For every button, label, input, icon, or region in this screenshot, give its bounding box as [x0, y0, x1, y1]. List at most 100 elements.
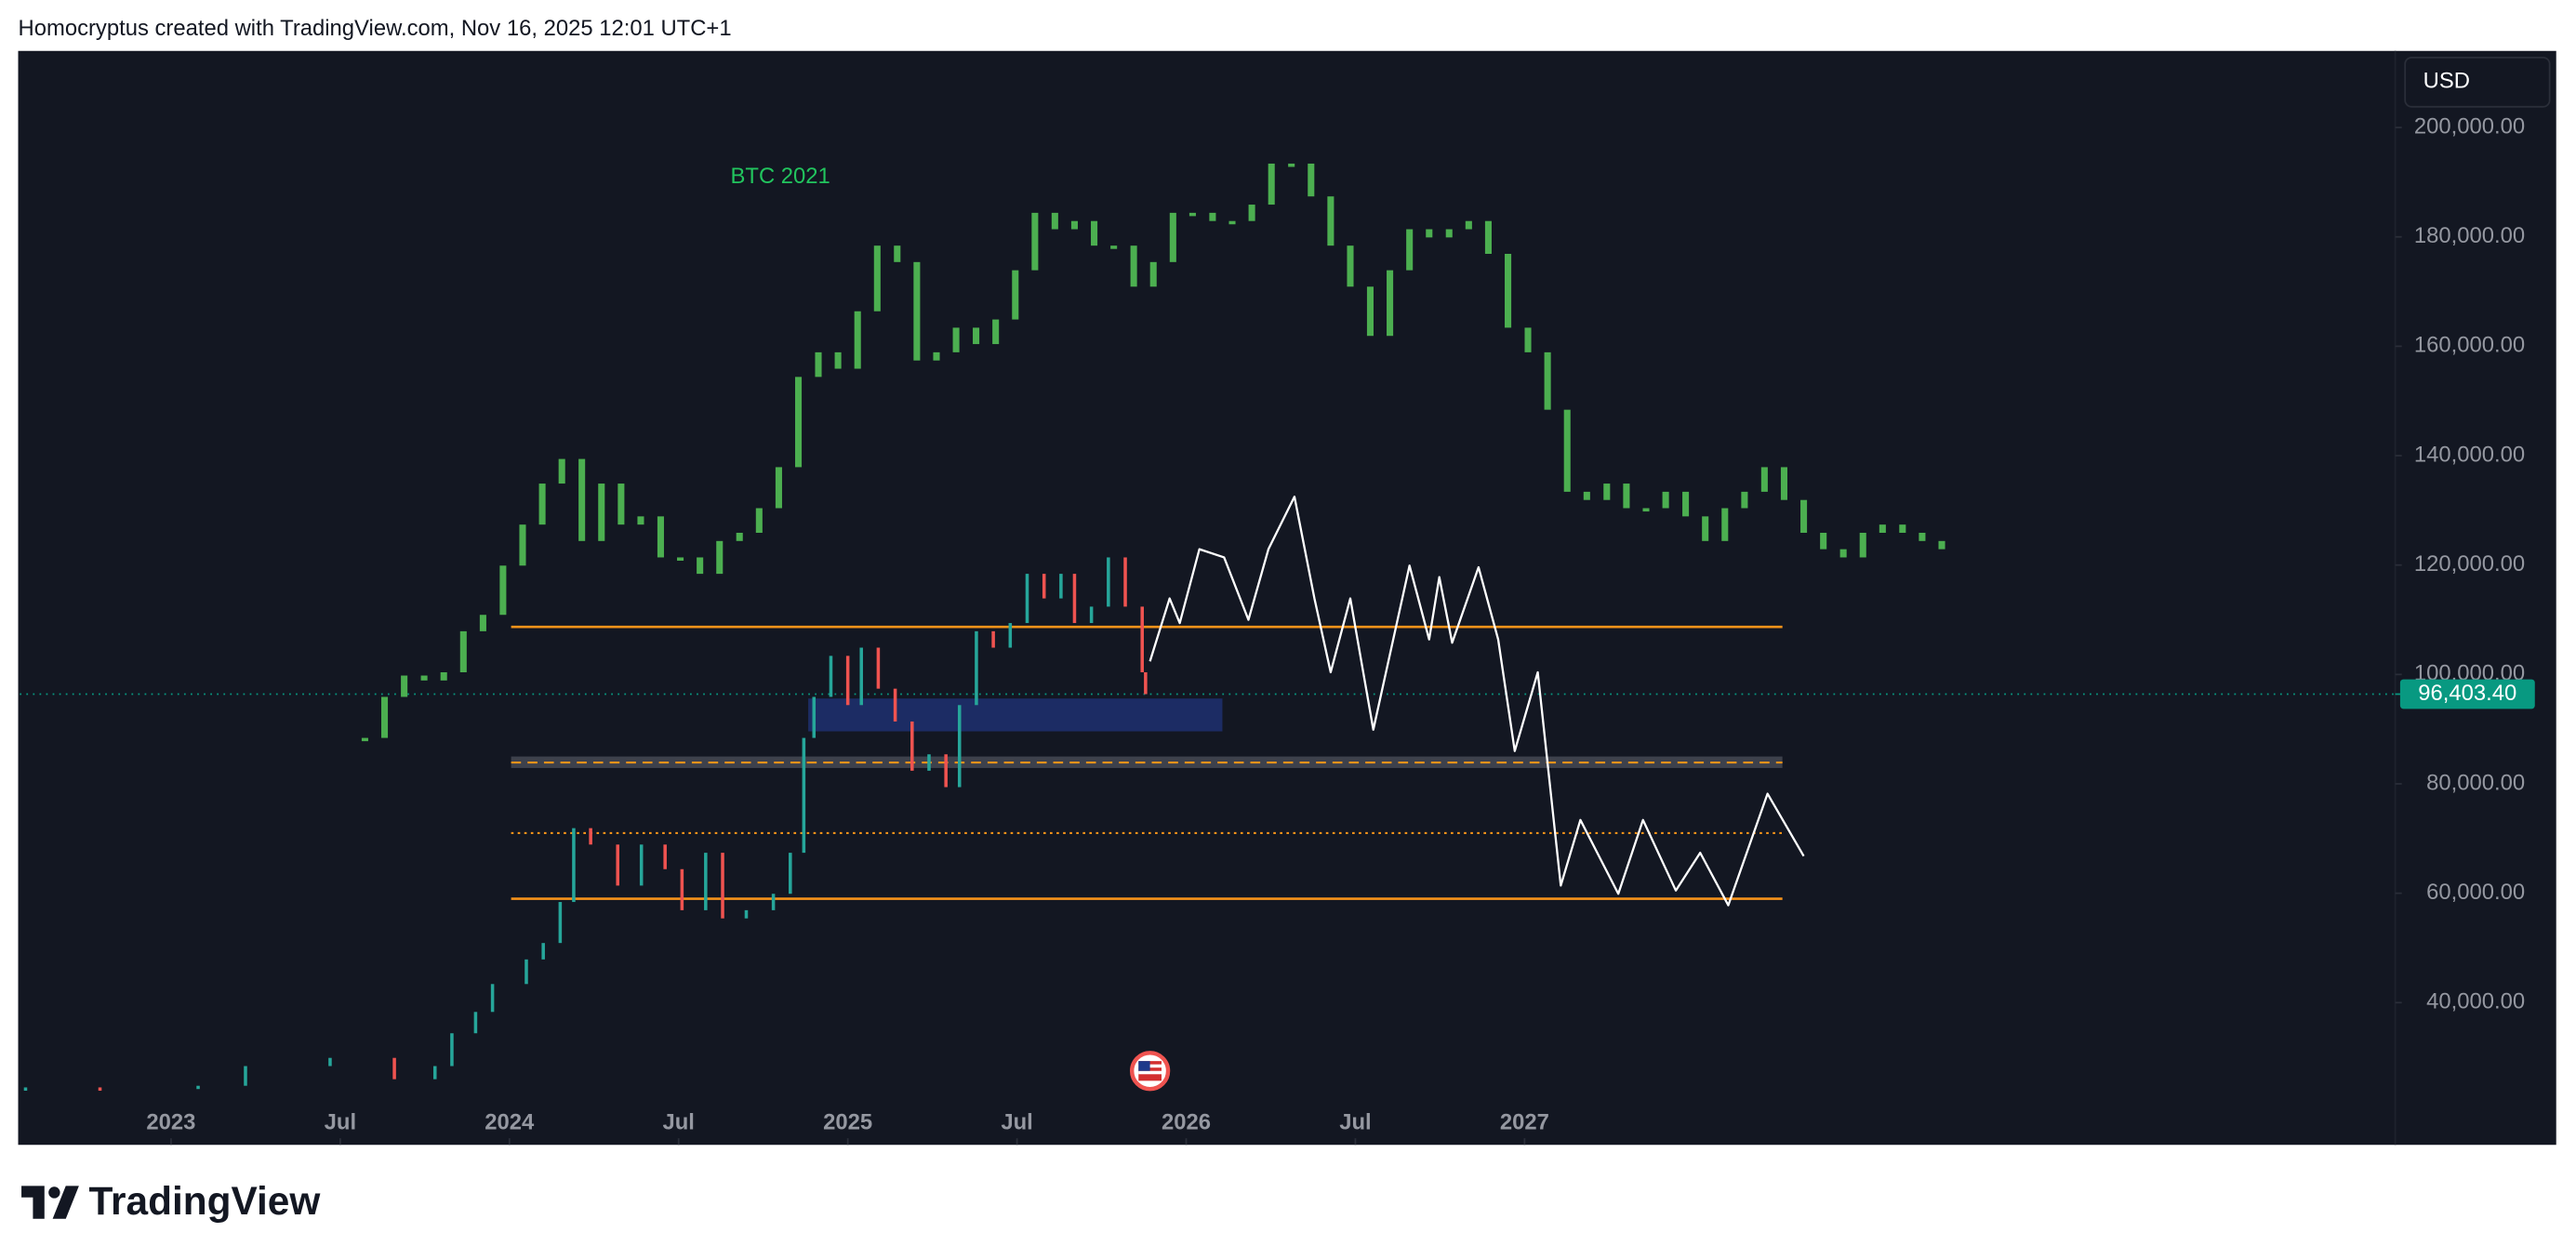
bar [933, 351, 940, 361]
bar [1741, 491, 1748, 509]
projection-line [1149, 496, 1805, 907]
bar [944, 754, 948, 788]
bar [697, 557, 704, 575]
bar [1820, 532, 1827, 550]
bar [639, 844, 644, 886]
bar [1524, 327, 1532, 352]
bar [1406, 229, 1414, 271]
bar [578, 458, 586, 541]
bar [1248, 205, 1255, 221]
x-tick-label: Jul [1001, 1110, 1032, 1135]
bar [755, 508, 763, 533]
x-tick-label: 2025 [823, 1110, 872, 1135]
bar [637, 516, 644, 525]
bar [854, 311, 861, 369]
bar [815, 351, 822, 378]
bar [1780, 467, 1787, 500]
bar [1800, 499, 1808, 533]
bar [663, 844, 667, 869]
bar [440, 671, 447, 681]
bar [392, 1057, 396, 1080]
bar [519, 524, 526, 566]
bar [973, 327, 980, 345]
x-tick-label: 2023 [146, 1110, 195, 1135]
y-tick-label: 80,000.00 [2426, 770, 2525, 795]
bar [1110, 245, 1118, 249]
plot-area [20, 163, 2396, 1091]
bar [1623, 484, 1630, 509]
bar [616, 844, 619, 886]
bar [680, 868, 684, 910]
bar [98, 1087, 102, 1091]
bar [789, 853, 792, 895]
bar [1140, 606, 1144, 672]
bar [490, 984, 495, 1013]
bar [1188, 212, 1196, 217]
bar [1025, 574, 1029, 624]
bar [1505, 253, 1512, 328]
bar [1130, 245, 1137, 287]
currency-button[interactable] [2404, 56, 2551, 108]
bar [1228, 220, 1236, 225]
bar [479, 615, 486, 631]
bar [1144, 671, 1148, 695]
bar [1702, 516, 1709, 541]
bar [23, 1087, 28, 1091]
header-text: Homocryptus created with TradingView.com… [19, 16, 732, 41]
bar [380, 696, 389, 738]
bar [1366, 286, 1374, 337]
bar [1008, 623, 1013, 648]
last-price-label: 96,403.40 [2418, 681, 2516, 706]
x-tick-label: 2024 [485, 1110, 535, 1135]
y-tick-label: 200,000.00 [2414, 113, 2525, 139]
bar [1583, 491, 1590, 500]
bar [361, 737, 368, 742]
bar [812, 696, 817, 738]
bar [957, 705, 962, 788]
x-tick-label: 2027 [1500, 1110, 1549, 1135]
bar [1879, 524, 1886, 533]
bar [1760, 467, 1768, 492]
bar [1426, 229, 1433, 238]
y-tick-label: 160,000.00 [2414, 333, 2525, 358]
bar [450, 1033, 454, 1067]
bar [992, 319, 1000, 345]
bar [721, 853, 724, 919]
bar [876, 647, 881, 689]
bar [829, 656, 833, 697]
bar [328, 1057, 332, 1067]
bar [244, 1066, 247, 1086]
last-price-box [2399, 679, 2535, 709]
bar [744, 909, 749, 919]
bar [1070, 220, 1078, 230]
bar [1091, 220, 1098, 246]
bar [1465, 220, 1472, 230]
currency-label: USD [2423, 69, 2470, 94]
bar [499, 565, 507, 616]
bar [401, 675, 408, 697]
bar [572, 828, 576, 903]
bar [704, 853, 708, 910]
bar [657, 516, 664, 558]
chart-pane [18, 50, 2556, 1146]
x-tick-label: Jul [663, 1110, 695, 1135]
bar [541, 943, 545, 960]
bar [677, 557, 684, 561]
bar [196, 1085, 200, 1090]
bar [1072, 574, 1077, 624]
bar [975, 630, 978, 706]
event-flag[interactable] [1129, 1051, 1171, 1092]
bar [473, 1012, 478, 1034]
bar [1445, 229, 1453, 238]
y-tick-label: 40,000.00 [2426, 989, 2525, 1014]
bar [1031, 212, 1039, 271]
bar [834, 351, 842, 369]
bar [913, 261, 921, 361]
bar [459, 630, 467, 672]
bar [859, 647, 863, 706]
bar [1642, 508, 1650, 512]
bar [1938, 540, 1945, 550]
bar [893, 688, 897, 722]
bar [794, 377, 803, 468]
